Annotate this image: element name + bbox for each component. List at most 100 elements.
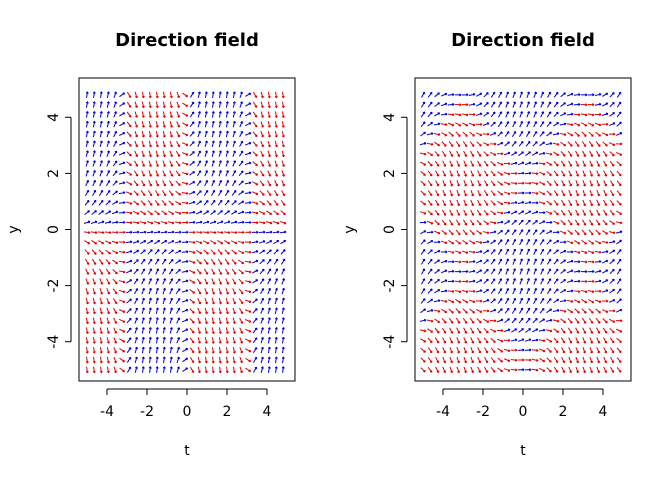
field-arrow [587,260,595,264]
field-arrow [587,279,595,283]
field-arrow [440,259,448,264]
field-arrow [575,209,580,216]
field-arrow [134,111,138,118]
field-arrow [281,170,285,177]
field-arrow [594,279,602,283]
field-arrow [574,131,580,137]
field-arrow [176,337,181,344]
field-arrow [85,307,89,315]
field-arrow [616,337,622,343]
field-arrow [162,346,166,354]
field-arrow [454,279,462,283]
field-arrow [483,220,489,225]
field-arrow [461,250,469,254]
field-arrow [455,298,462,304]
field-arrow [244,171,252,175]
field-arrow [113,366,117,374]
field-arrow [274,336,278,344]
field-arrow [582,170,586,177]
field-arrow [511,131,517,138]
field-arrow [496,220,504,224]
field-arrow [232,337,236,344]
field-arrow [125,201,133,205]
field-arrow [259,249,266,255]
field-arrow [218,111,222,118]
field-arrow [518,328,524,333]
field-arrow [181,318,189,323]
field-arrow [176,317,181,324]
field-arrow [244,289,252,294]
field-arrow [440,289,448,293]
field-arrow [281,91,285,99]
field-arrow [148,366,152,373]
field-arrow [182,328,189,333]
field-arrow [104,220,112,224]
field-arrow [238,200,245,205]
field-arrow [594,112,602,116]
field-arrow [553,249,559,255]
field-arrow [498,111,503,118]
field-arrow [225,130,229,138]
field-arrow [99,317,103,325]
field-arrow [224,240,231,245]
field-arrow [469,317,475,324]
field-arrow [244,309,252,313]
field-arrow [99,327,103,334]
field-arrow [553,337,559,344]
field-arrow [225,346,229,354]
field-arrow [440,269,448,274]
field-arrow [119,102,126,107]
field-arrow [238,269,244,275]
field-arrow [517,368,525,372]
field-arrow [106,317,110,325]
field-arrow [113,130,118,138]
field-arrow [455,141,461,147]
field-arrow [98,240,105,245]
field-arrow [106,130,110,138]
field-arrow [260,336,264,344]
field-arrow [566,112,574,116]
field-arrow [216,220,224,224]
field-arrow [132,221,140,225]
field-arrow [141,297,145,305]
field-arrow [588,239,594,245]
field-arrow [155,160,159,167]
field-arrow [218,179,223,187]
field-arrow [595,219,601,226]
field-arrow [267,336,271,344]
field-arrow [553,122,560,127]
field-arrow [442,180,447,187]
field-arrow [231,180,237,187]
field-arrow [169,140,173,148]
field-arrow [469,131,475,137]
field-arrow [573,279,581,283]
field-arrow [141,278,146,285]
field-arrow [204,288,209,295]
field-arrow [559,230,567,235]
field-arrow [231,249,237,255]
field-arrow [447,122,455,127]
field-arrow [420,161,427,166]
field-arrow [188,220,196,224]
field-arrow [539,131,545,137]
field-arrow [267,346,271,354]
field-arrow [146,221,154,225]
field-arrow [182,122,189,127]
field-arrow [510,358,518,362]
field-arrow [225,356,229,364]
field-arrow [252,356,258,363]
field-arrow [141,317,145,324]
field-arrow [118,230,126,234]
field-arrow [274,287,278,295]
field-arrow [616,357,622,363]
field-arrow [434,278,440,284]
field-arrow [595,240,602,245]
field-arrow [118,181,126,185]
field-arrow [209,220,217,224]
field-arrow [482,240,490,244]
field-arrow [280,239,287,245]
field-arrow [147,239,154,245]
field-arrow [525,219,531,226]
field-arrow [567,229,573,235]
field-arrow [106,366,110,374]
